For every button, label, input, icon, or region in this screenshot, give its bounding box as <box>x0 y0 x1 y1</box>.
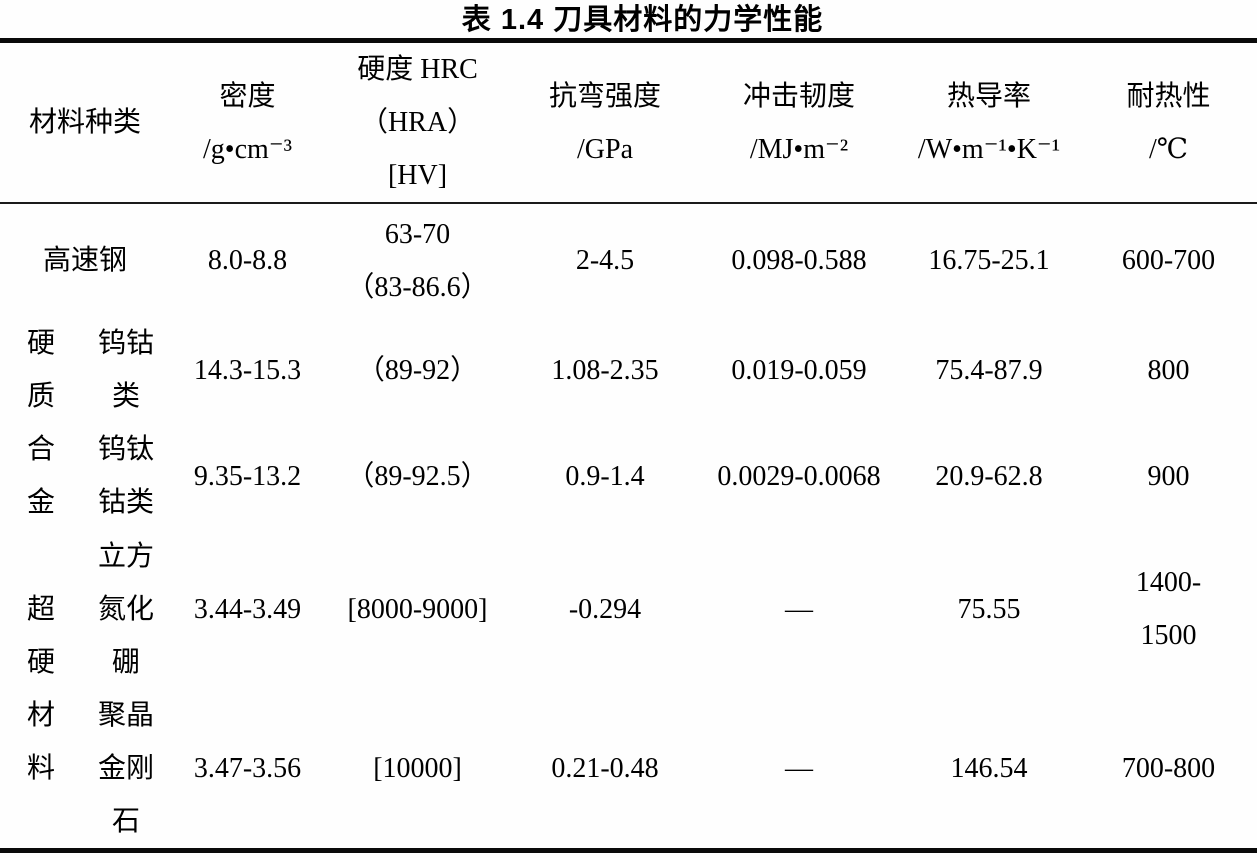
table-row: 钨钛 钴类 9.35-13.2 （89-92.5） 0.9-1.4 0.0029… <box>0 423 1257 529</box>
cell-pcd-thermal: 146.54 <box>950 753 1028 784</box>
cell-hss-density: 8.0-8.8 <box>207 245 288 276</box>
header-density: 密度 /g•cm⁻³ <box>170 40 326 204</box>
cell-cbn-name: 立方 氮化 硼 <box>98 540 155 678</box>
group-label-carbide: 硬 质 合 金 <box>26 328 55 518</box>
cell-cbn-heat: 1400- 1500 <box>1135 567 1202 651</box>
cell-cbn-thermal: 75.55 <box>957 593 1021 625</box>
cell-wtico-heat: 900 <box>1147 460 1190 492</box>
cell-cbn-density: 3.44-3.49 <box>193 593 302 625</box>
header-material: 材料种类 <box>0 40 171 204</box>
table-row: 高速钢 8.0-8.8 63-70 （83-86.6） 2-4.5 0.098-… <box>0 203 1257 317</box>
cell-wcco-hardness: （89-92） <box>356 354 479 386</box>
header-hardness: 硬度 HRC （HRA） [HV] <box>325 40 511 204</box>
cell-pcd-impact: — <box>785 753 814 784</box>
materials-properties-table: 材料种类 密度 /g•cm⁻³ 硬度 HRC （HRA） [HV] 抗弯强度 /… <box>0 38 1257 853</box>
cell-pcd-heat: 700-800 <box>1121 753 1216 784</box>
cell-wcco-bending: 1.08-2.35 <box>551 354 659 386</box>
cell-pcd-density: 3.47-3.56 <box>193 753 302 784</box>
cell-wtico-name: 钨钛 钴类 <box>98 434 155 518</box>
group-label-superhard: 超 硬 材 料 <box>26 593 55 784</box>
header-heat-resistance: 耐热性 /℃ <box>1080 40 1257 204</box>
cell-hss-heat: 600-700 <box>1121 245 1216 276</box>
cell-hss-thermal: 16.75-25.1 <box>928 245 1050 276</box>
cell-cbn-hardness: [8000-9000] <box>347 593 488 625</box>
header-bending-strength: 抗弯强度 /GPa <box>510 40 701 204</box>
cell-cbn-impact: — <box>785 593 814 625</box>
cell-wtico-bending: 0.9-1.4 <box>565 460 645 492</box>
cell-hss-bending: 2-4.5 <box>575 245 635 276</box>
cell-wtico-impact: 0.0029-0.0068 <box>717 460 881 492</box>
cell-cbn-bending: -0.294 <box>568 593 642 625</box>
table-row: 聚晶 金刚 石 3.47-3.56 [10000] 0.21-0.48 — 14… <box>0 689 1257 851</box>
cell-pcd-name: 聚晶 金刚 石 <box>98 700 155 837</box>
cell-wcco-name: 钨钴 类 <box>98 328 155 412</box>
cell-wcco-thermal: 75.4-87.9 <box>935 354 1043 386</box>
cell-pcd-bending: 0.21-0.48 <box>551 753 659 784</box>
cell-hss-hardness: 63-70 （83-86.6） <box>346 218 489 303</box>
cell-wtico-thermal: 20.9-62.8 <box>935 460 1043 492</box>
table-row: 超 硬 材 料 立方 氮化 硼 3.44-3.49 [8000-9000] -0… <box>0 529 1257 784</box>
cell-wcco-density: 14.3-15.3 <box>193 354 302 386</box>
table-title: 表 1.4 刀具材料的力学性能 <box>461 4 824 36</box>
header-thermal-conductivity: 热导率 /W•m⁻¹•K⁻¹ <box>898 40 1081 204</box>
cell-wcco-impact: 0.019-0.059 <box>731 354 867 386</box>
cell-wcco-heat: 800 <box>1147 354 1190 386</box>
cell-pcd-hardness: [10000] <box>373 753 462 784</box>
cell-wtico-density: 9.35-13.2 <box>193 460 302 492</box>
cell-wtico-hardness: （89-92.5） <box>346 460 489 492</box>
header-impact-toughness: 冲击韧度 /MJ•m⁻² <box>700 40 899 204</box>
cell-hss-name: 高速钢 <box>43 245 128 276</box>
header-row: 材料种类 密度 /g•cm⁻³ 硬度 HRC （HRA） [HV] 抗弯强度 /… <box>0 40 1257 204</box>
table-row: 硬 质 合 金 钨钴 类 14.3-15.3 （89-92） 1.08-2.35… <box>0 317 1257 518</box>
cell-hss-impact: 0.098-0.588 <box>731 245 867 276</box>
